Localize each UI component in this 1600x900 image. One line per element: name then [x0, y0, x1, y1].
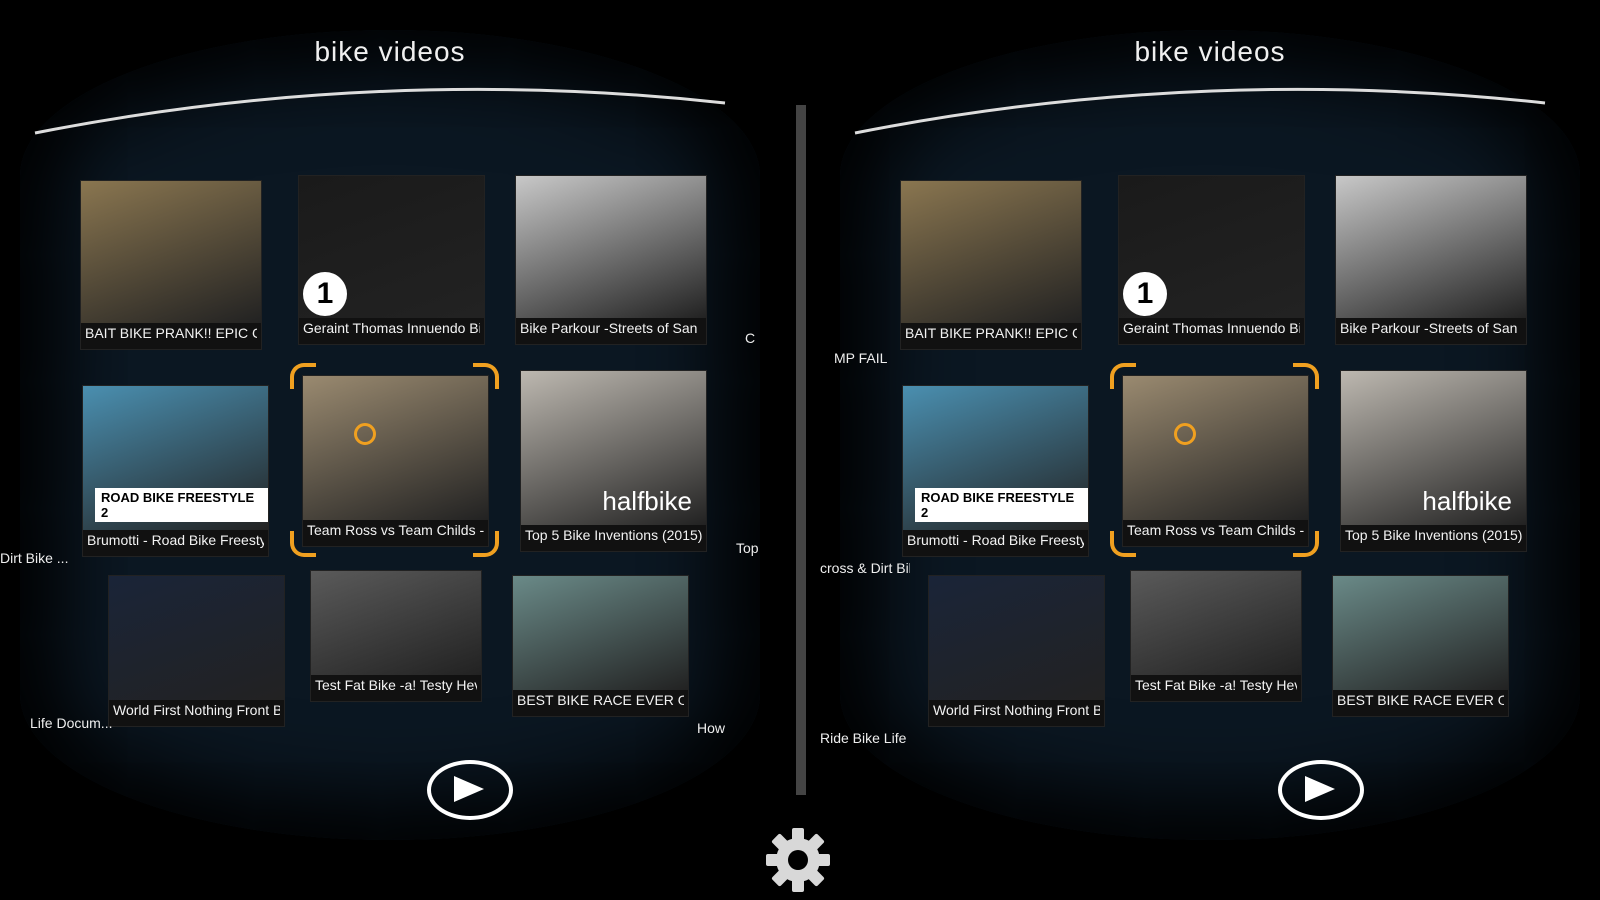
video-card[interactable]: 100% BRUMOTTIROAD BIKE FREESTYLE 2Brumot… — [82, 385, 269, 557]
video-title: BAIT BIKE PRANK!! EPIC C... — [85, 325, 257, 341]
video-title: Test Fat Bike -a! Testy Hevy D... — [1135, 677, 1297, 693]
video-card[interactable]: Team Ross vs Team Childs -... — [302, 375, 489, 547]
gaze-reticle — [354, 423, 376, 445]
video-title: Brumotti - Road Bike Freestyl... — [907, 532, 1084, 548]
edge-video-caption: How — [697, 720, 726, 736]
video-title: BEST BIKE RACE EVER ON EA... — [517, 692, 684, 708]
edge-video-caption: cross & Dirt Bike ... — [820, 560, 910, 576]
gear-icon — [766, 828, 830, 892]
page-title: bike videos — [314, 36, 466, 67]
page-title: bike videos — [1134, 36, 1286, 67]
video-card[interactable]: Bike Parkour -Streets of San ... — [515, 175, 707, 345]
video-thumbnail — [521, 371, 706, 525]
video-title: Team Ross vs Team Childs -... — [307, 522, 484, 538]
video-thumbnail — [516, 176, 706, 318]
video-title: Team Ross vs Team Childs -... — [1127, 522, 1304, 538]
focus-bracket — [290, 531, 316, 557]
rank-badge: 1 — [1123, 272, 1167, 316]
edge-video-caption: MP FAIL — [834, 350, 888, 366]
focus-bracket — [473, 363, 499, 389]
video-card[interactable]: World First Nothing Front Bike ... — [928, 575, 1105, 727]
video-card[interactable]: BAIT BIKE PRANK!! EPIC C... — [900, 180, 1082, 350]
focus-bracket — [473, 531, 499, 557]
edge-video-caption: Top — [736, 540, 759, 556]
video-grid: BAIT BIKE PRANK!! EPIC C... 1 Geraint Thom… — [20, 170, 760, 750]
eye-divider — [796, 105, 806, 795]
focus-bracket — [1293, 363, 1319, 389]
video-thumbnail — [901, 181, 1081, 323]
thumbnail-overlay-text: halfbike — [1422, 486, 1512, 516]
video-thumbnail — [81, 181, 261, 323]
rank-badge: 1 — [303, 272, 347, 316]
video-title: BEST BIKE RACE EVER ON EA... — [1337, 692, 1504, 708]
video-title: Geraint Thomas Innuendo Bin... — [1123, 320, 1300, 336]
focus-bracket — [1293, 531, 1319, 557]
video-thumbnail — [1336, 176, 1526, 318]
video-card[interactable]: BAIT BIKE PRANK!! EPIC C... — [80, 180, 262, 350]
video-thumbnail — [311, 571, 481, 675]
video-card[interactable]: Bike Parkour -Streets of San ... — [1335, 175, 1527, 345]
video-title: BAIT BIKE PRANK!! EPIC C... — [905, 325, 1077, 341]
play-button[interactable] — [427, 760, 513, 820]
video-title: Geraint Thomas Innuendo Bin... — [303, 320, 480, 336]
video-thumbnail — [1123, 376, 1308, 520]
video-thumbnail — [1333, 576, 1508, 690]
focus-bracket — [1110, 363, 1136, 389]
edge-video-caption: Ride Bike Life Docum... — [820, 730, 910, 746]
video-title: Top 5 Bike Inventions (2015) — [525, 527, 702, 543]
video-thumbnail — [1341, 371, 1526, 525]
video-card[interactable]: Test Fat Bike -a! Testy Hevy D... — [1130, 570, 1302, 702]
video-card[interactable]: 1 Geraint Thomas Innuendo Bin... — [1118, 175, 1305, 345]
video-thumbnail — [303, 376, 488, 520]
thumbnail-overlay-text: halfbike — [602, 486, 692, 516]
edge-video-caption: Life Docum... — [30, 715, 113, 731]
focus-bracket — [290, 363, 316, 389]
video-title: Bike Parkour -Streets of San ... — [520, 320, 702, 336]
video-title: Test Fat Bike -a! Testy Hevy D... — [315, 677, 477, 693]
left-eye-view: bike videos BAIT BIKE PRANK!! EPIC C... 1… — [0, 0, 780, 900]
video-card[interactable]: halfbike Top 5 Bike Inventions (2015) — [1340, 370, 1527, 552]
play-icon — [454, 776, 484, 802]
title-divider-arc — [34, 87, 726, 135]
edge-video-caption: Dirt Bike ... — [0, 550, 69, 566]
play-icon — [1305, 776, 1335, 802]
gaze-reticle — [1174, 423, 1196, 445]
settings-gear-icon[interactable] — [763, 825, 833, 895]
video-thumbnail — [1131, 571, 1301, 675]
title-divider-arc — [854, 87, 1546, 135]
video-title: World First Nothing Front Bike ... — [933, 702, 1100, 718]
thumbnail-overlay-text: ROAD BIKE FREESTYLE 2 — [95, 488, 268, 522]
video-thumbnail — [109, 576, 284, 700]
video-title: Brumotti - Road Bike Freestyl... — [87, 532, 264, 548]
focus-bracket — [1110, 531, 1136, 557]
video-card[interactable]: Test Fat Bike -a! Testy Hevy D... — [310, 570, 482, 702]
video-card[interactable]: 1 Geraint Thomas Innuendo Bin... — [298, 175, 485, 345]
video-thumbnail — [929, 576, 1104, 700]
play-button[interactable] — [1278, 760, 1364, 820]
video-title: World First Nothing Front Bike ... — [113, 702, 280, 718]
edge-video-caption: C — [745, 330, 756, 346]
video-title: Bike Parkour -Streets of San ... — [1340, 320, 1522, 336]
video-card[interactable]: World First Nothing Front Bike ... — [108, 575, 285, 727]
video-thumbnail — [513, 576, 688, 690]
video-card[interactable]: BEST BIKE RACE EVER ON EA... — [1332, 575, 1509, 717]
video-grid: BAIT BIKE PRANK!! EPIC C... 1 Geraint Thom… — [840, 170, 1580, 750]
video-card[interactable]: BEST BIKE RACE EVER ON EA... — [512, 575, 689, 717]
video-card[interactable]: 100% BRUMOTTIROAD BIKE FREESTYLE 2Brumot… — [902, 385, 1089, 557]
video-card[interactable]: halfbike Top 5 Bike Inventions (2015) — [520, 370, 707, 552]
video-card[interactable]: Team Ross vs Team Childs -... — [1122, 375, 1309, 547]
video-title: Top 5 Bike Inventions (2015) — [1345, 527, 1522, 543]
thumbnail-overlay-text: ROAD BIKE FREESTYLE 2 — [915, 488, 1088, 522]
right-eye-view: bike videos BAIT BIKE PRANK!! EPIC C... 1… — [820, 0, 1600, 900]
